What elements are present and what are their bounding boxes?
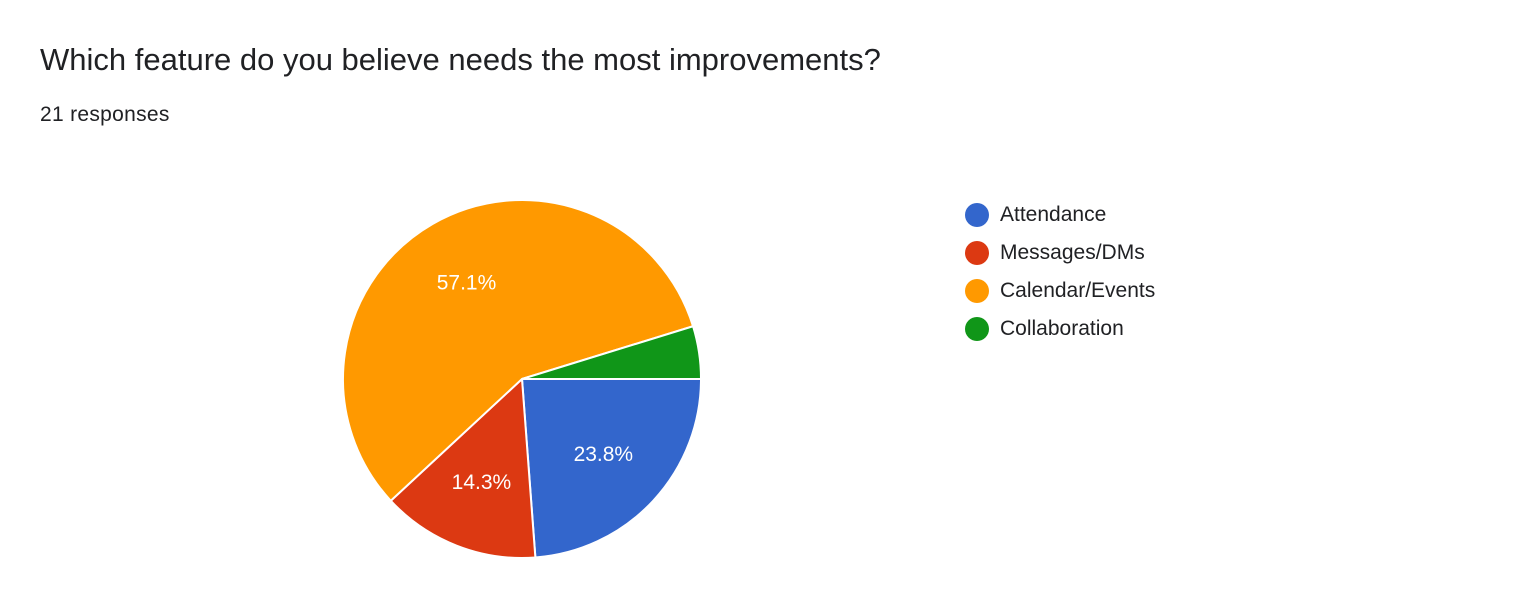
chart-legend: Attendance Messages/DMs Calendar/Events … [965, 196, 1155, 348]
legend-swatch-calendar-events [965, 279, 989, 303]
response-count: 21 responses [40, 103, 170, 126]
pie-slice-attendance[interactable] [521, 378, 702, 559]
legend-item-attendance[interactable]: Attendance [965, 196, 1155, 234]
slice-label-calendar-events: 57.1% [437, 271, 497, 294]
legend-label-messages-dms: Messages/DMs [1000, 241, 1145, 264]
slice-label-messages-dms: 14.3% [452, 471, 512, 494]
legend-item-collaboration[interactable]: Collaboration [965, 310, 1155, 348]
legend-label-calendar-events: Calendar/Events [1000, 279, 1156, 302]
slice-label-attendance: 23.8% [574, 443, 634, 466]
legend-label-collaboration: Collaboration [1000, 317, 1124, 340]
legend-item-calendar-events[interactable]: Calendar/Events [965, 272, 1155, 310]
pie-slice-collaboration[interactable] [521, 325, 702, 380]
pie-slice-messages-dms[interactable] [389, 378, 537, 559]
legend-swatch-messages-dms [965, 241, 989, 265]
pie-slice-calendar-events[interactable] [342, 199, 695, 502]
legend-swatch-attendance [965, 203, 989, 227]
question-title: Which feature do you believe needs the m… [40, 42, 881, 77]
legend-item-messages-dms[interactable]: Messages/DMs [965, 234, 1155, 272]
legend-label-attendance: Attendance [1000, 203, 1107, 226]
legend-swatch-collaboration [965, 317, 989, 341]
